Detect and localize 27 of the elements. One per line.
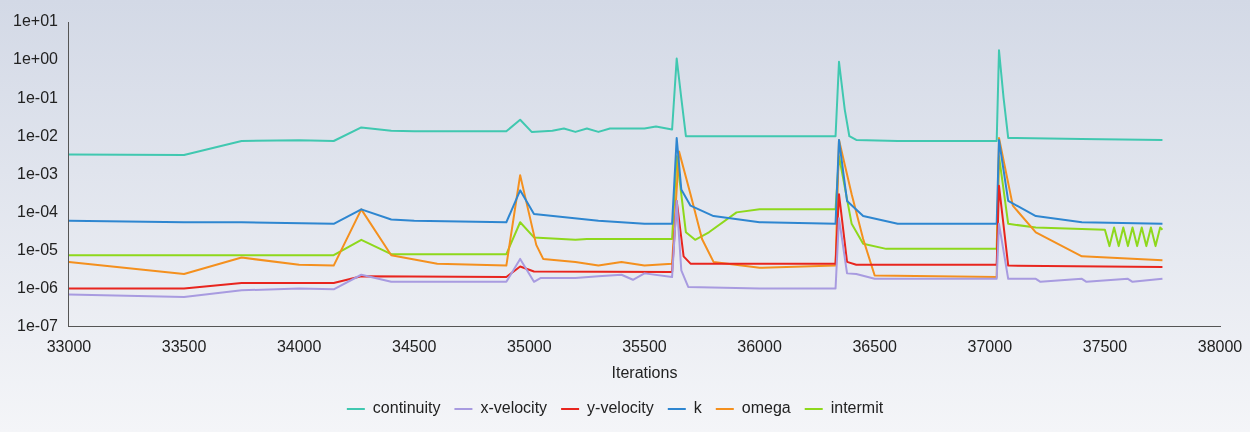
legend-label: continuity [372, 399, 441, 417]
x-tick-label: 36500 [852, 337, 898, 355]
y-tick-label: 1e-02 [17, 126, 59, 144]
x-tick-label: 38000 [1197, 337, 1243, 355]
legend-label: k [693, 399, 703, 417]
x-tick-label: 34000 [276, 337, 322, 355]
x-tick-label: 33000 [46, 337, 92, 355]
legend-label: intermit [830, 399, 884, 417]
legend-label: y-velocity [587, 399, 654, 417]
x-tick-label: 35500 [622, 337, 667, 355]
y-tick-label: 1e-07 [17, 317, 59, 335]
y-tick-label: 1e-03 [17, 164, 59, 182]
x-axis-title: Iterations [611, 363, 678, 381]
x-tick-label: 36000 [737, 337, 782, 355]
y-tick-label: 1e+00 [13, 50, 59, 68]
y-tick-label: 1e-05 [17, 240, 59, 258]
x-tick-label: 35000 [507, 337, 552, 355]
x-tick-label: 37000 [967, 337, 1013, 355]
x-tick-label: 34500 [392, 337, 437, 355]
legend-label: omega [741, 399, 791, 417]
legend-label: x-velocity [480, 399, 548, 417]
x-tick-label: 37500 [1082, 337, 1128, 355]
y-tick-label: 1e-06 [17, 278, 59, 296]
y-tick-label: 1e-01 [17, 88, 59, 106]
y-tick-label: 1e+01 [13, 12, 59, 30]
y-tick-label: 1e-04 [17, 202, 59, 220]
x-tick-label: 33500 [161, 337, 207, 355]
